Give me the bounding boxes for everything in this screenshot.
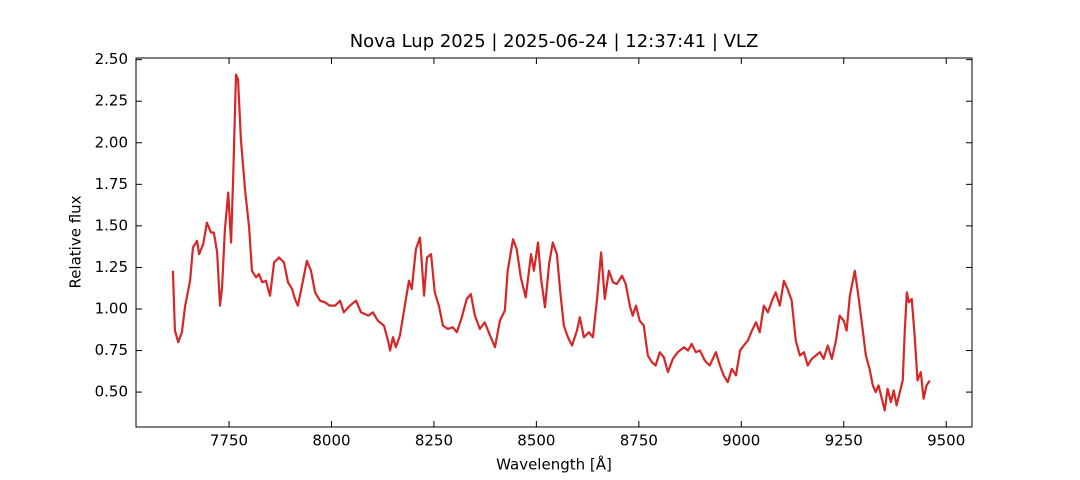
spectrum-line xyxy=(171,73,931,412)
x-tick-label: 7750 xyxy=(210,432,248,450)
x-tick-label: 8000 xyxy=(312,432,350,450)
x-tick-label: 8250 xyxy=(415,432,453,450)
y-tick-label: 2.50 xyxy=(95,50,128,68)
y-tick-label: 1.00 xyxy=(95,299,128,317)
chart-title: Nova Lup 2025 | 2025-06-24 | 12:37:41 | … xyxy=(350,31,759,52)
y-tick-label: 0.75 xyxy=(95,341,128,359)
y-tick-label: 2.25 xyxy=(95,92,128,110)
x-axis-label: Wavelength [Å] xyxy=(496,455,612,474)
y-tick-label: 0.50 xyxy=(95,383,128,401)
y-tick-label: 1.75 xyxy=(95,175,128,193)
x-tick-label: 9250 xyxy=(825,432,863,450)
x-tick-label: 9000 xyxy=(722,432,760,450)
y-tick-label: 1.50 xyxy=(95,216,128,234)
y-axis-label: Relative flux xyxy=(67,195,85,288)
y-tick-label: 1.25 xyxy=(95,258,128,276)
x-tick-label: 8750 xyxy=(620,432,658,450)
x-tick-label: 8500 xyxy=(517,432,555,450)
plot-frame xyxy=(135,57,973,428)
x-tick-label: 9500 xyxy=(927,432,965,450)
y-tick-label: 2.00 xyxy=(95,133,128,151)
